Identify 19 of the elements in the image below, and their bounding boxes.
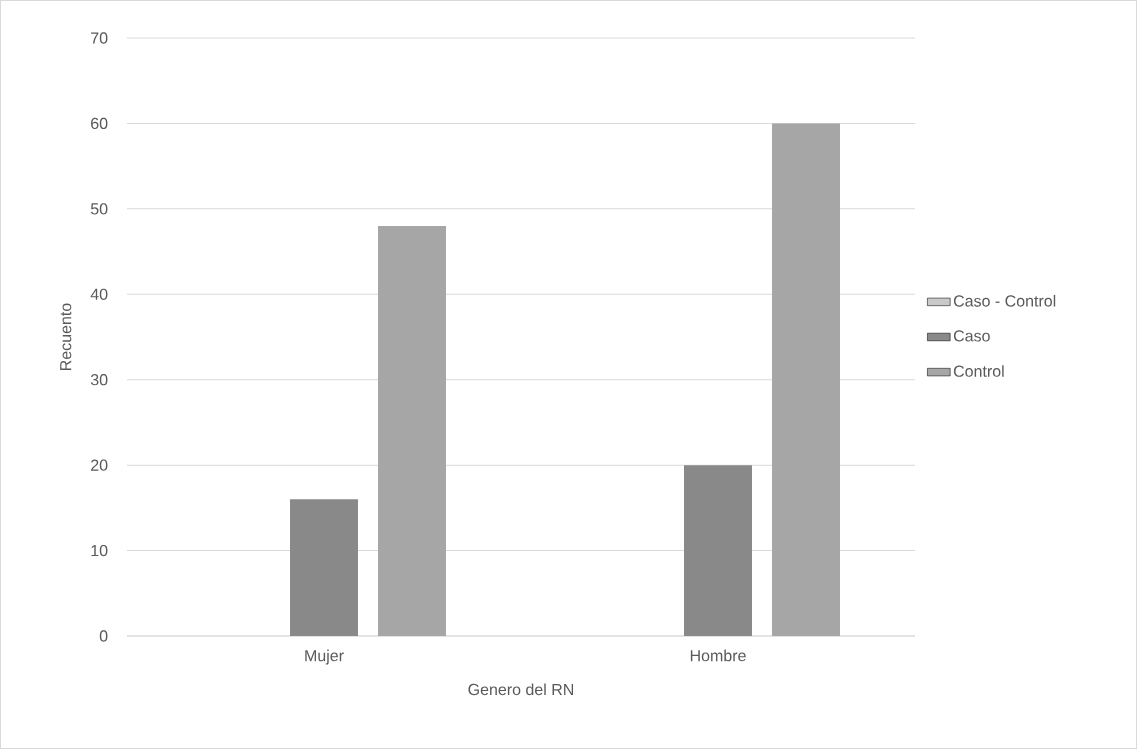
y-tick-label: 70: [91, 32, 108, 44]
y-tick-label: 40: [90, 288, 108, 300]
legend-label: Caso: [953, 330, 990, 342]
bar: [378, 225, 447, 636]
x-axis-title: Genero del RN: [468, 683, 574, 696]
x-tick-label: Hombre: [690, 649, 746, 662]
y-tick-label: 10: [91, 544, 108, 557]
bar: [290, 499, 359, 636]
legend-label: Control: [953, 365, 1004, 377]
bar: [684, 465, 753, 636]
bar: [772, 123, 841, 636]
y-axis-title: Recuento: [60, 303, 72, 370]
y-tick-label: 60: [91, 117, 108, 130]
legend-label: Caso - Control: [953, 294, 1056, 307]
y-tick-label: 20: [91, 459, 108, 471]
y-tick-label: 30: [90, 374, 108, 386]
x-tick-label: Mujer: [305, 649, 344, 665]
y-tick-label: 50: [90, 203, 108, 215]
y-tick-label: 0: [99, 630, 108, 642]
